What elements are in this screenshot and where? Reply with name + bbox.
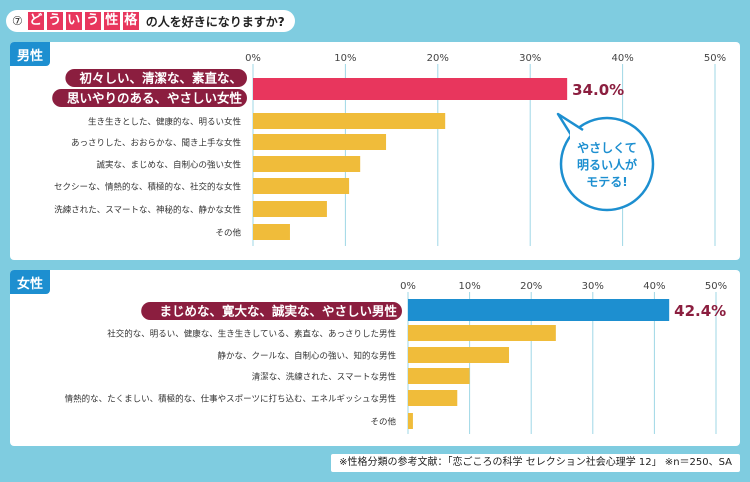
- category-label: 情熱的な、たくましい、積極的な、仕事やスポーツに打ち込む、エネルギッシュな男性: [65, 394, 397, 405]
- male-panel: 男性 0% 10% 20% 30% 40% 50% 初々しい、清潔な、素直な、思いやりのある…: [10, 42, 740, 260]
- x-tick-label: 50%: [704, 53, 726, 64]
- title-char: ど: [27, 12, 44, 30]
- category-label: あっさりした、おおらかな、聞き上手な女性: [71, 138, 242, 149]
- category-label: その他: [215, 228, 241, 239]
- bar: [408, 413, 413, 429]
- top-category-label-bg: [65, 69, 248, 87]
- category-label: 初々しい、清潔な、素直な、: [79, 71, 242, 86]
- x-tick-label: 40%: [643, 281, 665, 292]
- x-tick-label: 30%: [582, 281, 604, 292]
- x-tick-label: 0%: [245, 53, 261, 64]
- x-tick-label: 10%: [334, 53, 356, 64]
- title-char: う: [84, 12, 101, 30]
- category-label: 思いやりのある、やさしい女性: [67, 91, 243, 106]
- title-char: い: [65, 12, 82, 30]
- category-label: セクシーな、情熱的な、積極的な、社交的な女性: [54, 182, 242, 193]
- title-text: の人を好きになりますか?: [145, 14, 285, 29]
- female-tag: 女性: [10, 270, 50, 294]
- top-category-label-bg: [52, 89, 248, 107]
- category-label: 生き生きとした、健康的な、明るい女性: [88, 117, 242, 128]
- question-number: ⑦: [12, 14, 23, 28]
- title-char: う: [46, 12, 63, 30]
- category-label: その他: [370, 417, 396, 428]
- male-chart: 0% 10% 20% 30% 40% 50% 初々しい、清潔な、素直な、思いやりのある、やさ…: [52, 53, 726, 246]
- bar: [253, 224, 290, 240]
- x-tick-label: 50%: [705, 281, 727, 292]
- bar: [253, 201, 327, 217]
- callout-text: やさしくて: [577, 141, 637, 155]
- x-tick-label: 0%: [400, 281, 416, 292]
- callout-text: モテる!: [586, 175, 627, 189]
- x-tick-label: 20%: [520, 281, 542, 292]
- male-tag: 男性: [10, 42, 50, 66]
- bar: [408, 325, 556, 341]
- x-tick-label: 10%: [458, 281, 480, 292]
- x-tick-label: 30%: [519, 53, 541, 64]
- top-category-label-bg: [141, 302, 402, 320]
- bar: [408, 368, 470, 384]
- data-label: 42.4%: [674, 302, 726, 320]
- female-panel: 女性 0% 10% 20% 30% 40% 50% まじめな、寛大な、誠実な、やさしい男性 4…: [10, 270, 740, 446]
- callout-text: 明るい人が: [577, 157, 637, 172]
- category-label: 誠実な、まじめな、自制心の強い女性: [96, 160, 241, 171]
- bar: [408, 299, 670, 321]
- callout-tail-mask: [570, 131, 592, 143]
- female-chart: 0% 10% 20% 30% 40% 50% まじめな、寛大な、誠実な、やさしい男性 42.4…: [65, 281, 727, 434]
- category-label: 社交的な、明るい、健康な、生き生きしている、素直な、あっさりした男性: [107, 329, 396, 340]
- bar: [408, 390, 458, 406]
- chart-title: ⑦ ど う い う 性 格 の人を好きになりますか?: [6, 10, 295, 32]
- data-label: 34.0%: [572, 81, 624, 99]
- bar: [253, 178, 350, 194]
- category-label: まじめな、寛大な、誠実な、やさしい男性: [159, 304, 397, 319]
- bar: [253, 156, 361, 172]
- bar: [253, 78, 568, 100]
- title-char: 格: [122, 12, 139, 30]
- x-tick-label: 20%: [427, 53, 449, 64]
- x-tick-label: 40%: [611, 53, 633, 64]
- category-label: 静かな、クールな、自制心の強い、知的な男性: [217, 351, 396, 362]
- bar: [253, 134, 387, 150]
- bar: [253, 113, 446, 129]
- footnote: ※性格分類の参考文献：「恋ごころの科学 セレクション社会心理学 12」 ※n＝2…: [331, 454, 740, 472]
- title-char: 性: [103, 12, 120, 30]
- bar: [408, 347, 510, 363]
- category-label: 清潔な、洗練された、スマートな男性: [252, 372, 397, 383]
- category-label: 洗練された、スマートな、神秘的な、静かな女性: [54, 205, 241, 216]
